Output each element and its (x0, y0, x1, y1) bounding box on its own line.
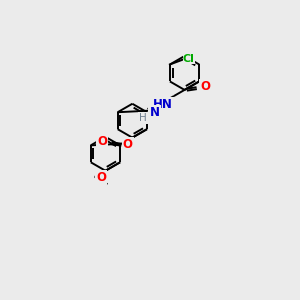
Text: HN: HN (152, 98, 172, 111)
Text: O: O (200, 80, 210, 93)
Text: O: O (96, 171, 106, 184)
Text: Cl: Cl (183, 54, 195, 64)
Text: N: N (150, 106, 160, 119)
Text: O: O (97, 135, 107, 148)
Text: O: O (123, 138, 133, 151)
Text: H: H (139, 113, 147, 123)
